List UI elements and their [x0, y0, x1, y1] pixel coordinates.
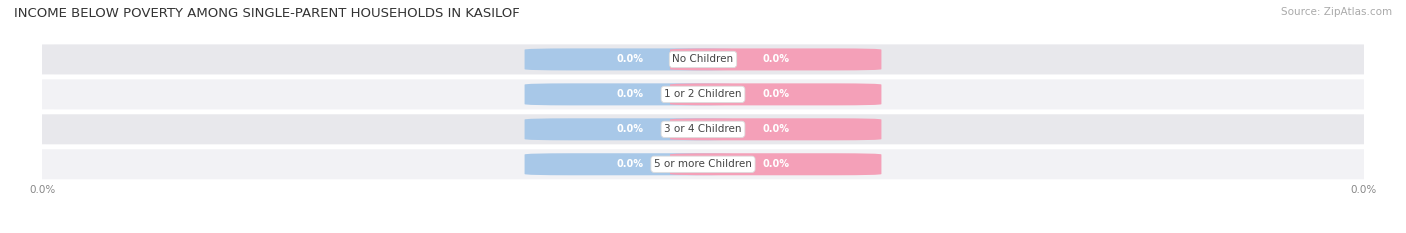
Text: 0.0%: 0.0% — [617, 159, 644, 169]
Text: 3 or 4 Children: 3 or 4 Children — [664, 124, 742, 134]
Text: No Children: No Children — [672, 55, 734, 64]
FancyBboxPatch shape — [669, 118, 882, 140]
Text: 0.0%: 0.0% — [762, 89, 789, 99]
FancyBboxPatch shape — [3, 149, 1403, 179]
Text: 0.0%: 0.0% — [762, 55, 789, 64]
Text: 5 or more Children: 5 or more Children — [654, 159, 752, 169]
FancyBboxPatch shape — [524, 48, 737, 70]
FancyBboxPatch shape — [524, 153, 737, 175]
Text: 0.0%: 0.0% — [617, 124, 644, 134]
Text: 0.0%: 0.0% — [617, 89, 644, 99]
FancyBboxPatch shape — [3, 79, 1403, 110]
Text: 0.0%: 0.0% — [617, 55, 644, 64]
Text: 1 or 2 Children: 1 or 2 Children — [664, 89, 742, 99]
FancyBboxPatch shape — [3, 44, 1403, 75]
Text: 0.0%: 0.0% — [762, 159, 789, 169]
FancyBboxPatch shape — [669, 83, 882, 105]
FancyBboxPatch shape — [524, 118, 737, 140]
FancyBboxPatch shape — [524, 83, 737, 105]
Text: Source: ZipAtlas.com: Source: ZipAtlas.com — [1281, 7, 1392, 17]
Text: INCOME BELOW POVERTY AMONG SINGLE-PARENT HOUSEHOLDS IN KASILOF: INCOME BELOW POVERTY AMONG SINGLE-PARENT… — [14, 7, 520, 20]
FancyBboxPatch shape — [669, 153, 882, 175]
Text: 0.0%: 0.0% — [762, 124, 789, 134]
FancyBboxPatch shape — [3, 114, 1403, 144]
FancyBboxPatch shape — [669, 48, 882, 70]
